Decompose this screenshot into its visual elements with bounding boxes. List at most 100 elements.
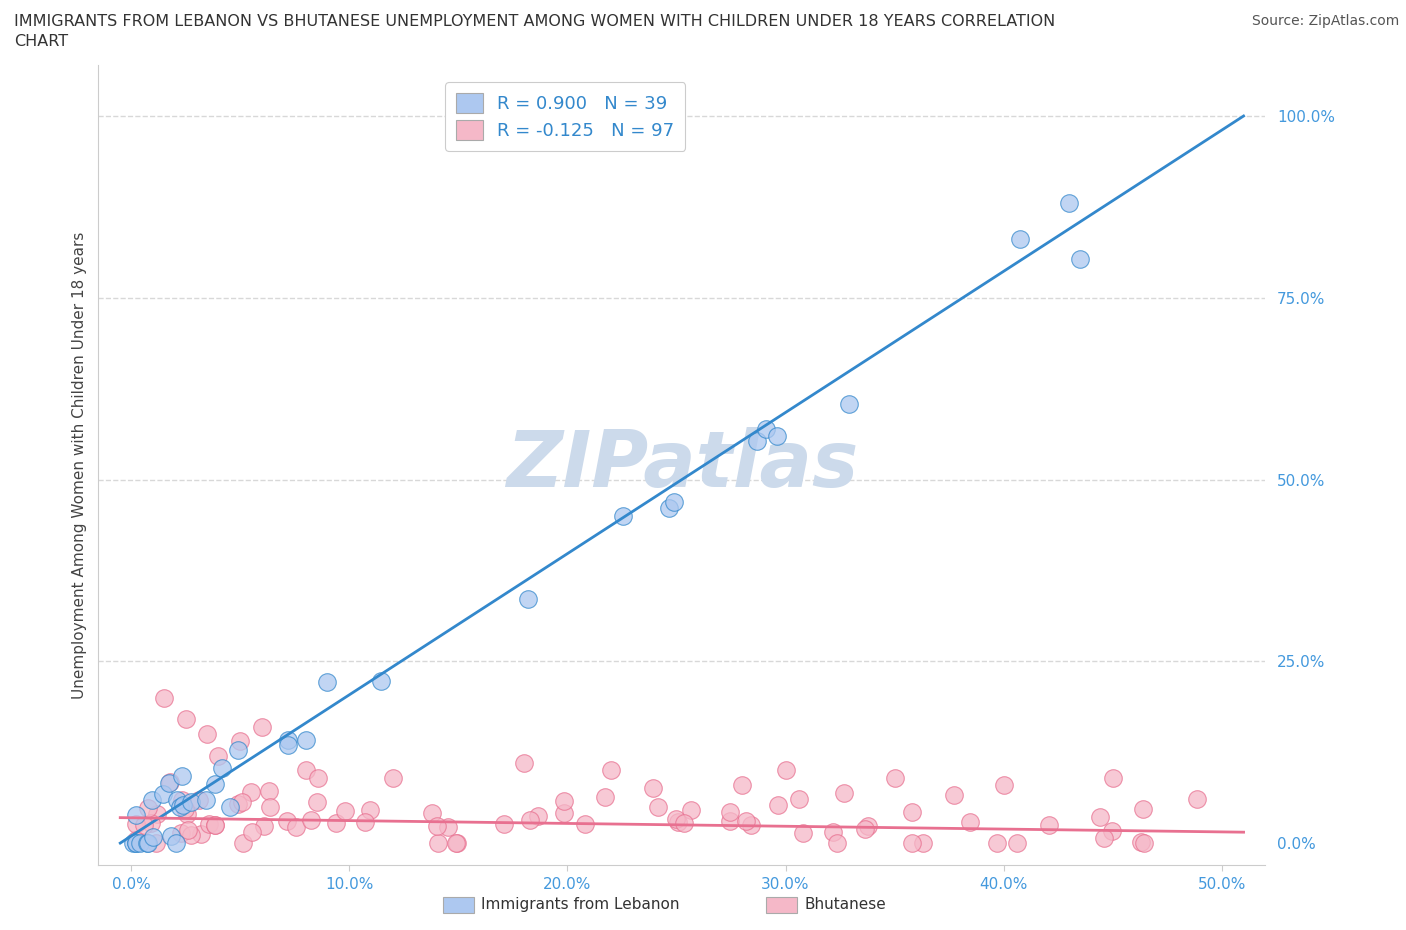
Point xyxy=(718,804,741,819)
Point xyxy=(720,814,742,829)
Point xyxy=(647,800,669,815)
Point xyxy=(125,817,148,831)
Point xyxy=(666,815,689,830)
Text: IMMIGRANTS FROM LEBANON VS BHUTANESE UNEMPLOYMENT AMONG WOMEN WITH CHILDREN UNDE: IMMIGRANTS FROM LEBANON VS BHUTANESE UNE… xyxy=(14,14,1056,29)
Point xyxy=(136,836,159,851)
Point xyxy=(204,777,226,791)
Point xyxy=(662,495,685,510)
Point xyxy=(513,756,536,771)
Point xyxy=(232,836,254,851)
Point xyxy=(153,690,176,705)
Point xyxy=(159,775,181,790)
Point xyxy=(787,791,810,806)
Point xyxy=(295,733,318,748)
Point xyxy=(136,801,159,816)
Point xyxy=(259,800,281,815)
Point xyxy=(1132,802,1154,817)
Point xyxy=(204,817,226,832)
Point xyxy=(276,814,298,829)
Point xyxy=(125,808,148,823)
Point xyxy=(204,817,226,832)
Point xyxy=(959,815,981,830)
Point xyxy=(755,422,778,437)
Point xyxy=(169,826,191,841)
Point xyxy=(1008,232,1031,246)
Point xyxy=(574,817,596,831)
Point xyxy=(285,819,308,834)
Point xyxy=(370,674,392,689)
Point xyxy=(121,836,143,851)
Point xyxy=(231,795,253,810)
Point xyxy=(883,770,905,785)
Point xyxy=(129,836,152,851)
Point xyxy=(124,832,146,847)
Point xyxy=(354,814,377,829)
Point xyxy=(553,805,575,820)
Point xyxy=(132,817,155,832)
Point xyxy=(257,784,280,799)
Point xyxy=(174,712,197,727)
Point xyxy=(641,780,664,795)
Point xyxy=(1038,817,1060,832)
Legend: R = 0.900   N = 39, R = -0.125   N = 97: R = 0.900 N = 39, R = -0.125 N = 97 xyxy=(446,82,685,151)
Point xyxy=(519,813,541,828)
Point xyxy=(135,836,157,851)
Point xyxy=(177,823,200,838)
Point xyxy=(166,793,188,808)
Point xyxy=(240,824,263,839)
Point xyxy=(166,836,188,851)
Point xyxy=(731,777,754,792)
Point xyxy=(1088,810,1111,825)
Point xyxy=(157,776,180,790)
Point xyxy=(792,826,814,841)
Point xyxy=(657,501,679,516)
Point xyxy=(426,818,449,833)
Point xyxy=(821,824,844,839)
Point xyxy=(612,509,634,524)
Point xyxy=(420,805,443,820)
Point xyxy=(229,734,252,749)
Point xyxy=(190,827,212,842)
Point xyxy=(1057,196,1080,211)
Point xyxy=(211,761,233,776)
Point xyxy=(1130,834,1153,849)
Point xyxy=(325,816,347,830)
Point xyxy=(277,738,299,753)
Point xyxy=(986,836,1008,851)
Point xyxy=(124,836,146,851)
Point xyxy=(188,792,211,807)
Y-axis label: Unemployment Among Women with Children Under 18 years: Unemployment Among Women with Children U… xyxy=(72,232,87,698)
Point xyxy=(180,794,202,809)
Point xyxy=(735,814,758,829)
Point xyxy=(1185,791,1208,806)
Point xyxy=(1101,823,1123,838)
Point xyxy=(152,786,174,801)
Text: CHART: CHART xyxy=(14,34,67,49)
Point xyxy=(176,806,198,821)
Text: Bhutanese: Bhutanese xyxy=(804,897,886,912)
Point xyxy=(198,817,221,831)
Point xyxy=(1069,252,1091,267)
Point xyxy=(993,777,1015,792)
Point xyxy=(333,804,356,818)
Point xyxy=(381,770,404,785)
Point xyxy=(172,798,194,813)
Point xyxy=(1101,770,1123,785)
Point xyxy=(125,836,148,851)
Point xyxy=(170,793,193,808)
Point xyxy=(307,794,329,809)
Point xyxy=(856,818,879,833)
Point xyxy=(600,763,623,777)
Point xyxy=(226,742,249,757)
Point xyxy=(307,770,329,785)
Point xyxy=(207,749,229,764)
Point xyxy=(517,591,540,606)
Point xyxy=(527,808,550,823)
Point xyxy=(250,719,273,734)
Point xyxy=(665,812,688,827)
Point xyxy=(294,763,316,777)
Point xyxy=(239,784,262,799)
Point xyxy=(494,817,516,831)
Point xyxy=(832,785,855,800)
Text: ZIPatlas: ZIPatlas xyxy=(506,427,858,503)
